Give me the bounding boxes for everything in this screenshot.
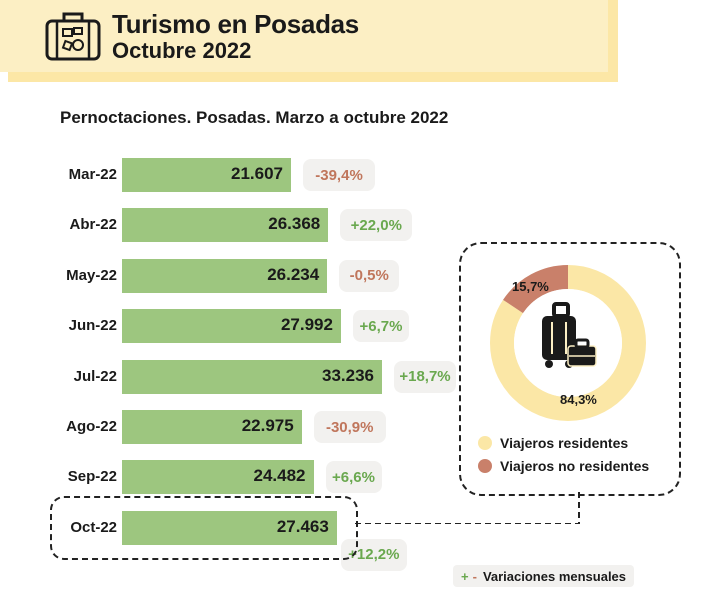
legend-label-no-residentes: Viajeros no residentes <box>500 458 650 474</box>
variations-footnote: + - Variaciones mensuales <box>453 565 635 587</box>
bar-value-label: 21.607 <box>231 164 284 183</box>
footnote-label: Variaciones mensuales <box>482 568 627 584</box>
plus-sign: + <box>461 568 469 584</box>
variation-badge: +6,6% <box>325 461 382 494</box>
bar <box>122 510 337 545</box>
bar <box>122 258 328 293</box>
category-label: Mar-22 <box>68 166 117 183</box>
category-label: Abr-22 <box>69 216 117 234</box>
bar-value-label: 33.236 <box>322 365 374 385</box>
page-title: Turismo en Posadas <box>112 9 359 39</box>
header-banner: Turismo en Posadas Octubre 2022 <box>0 0 608 72</box>
bar-value-label: 24.482 <box>253 466 306 486</box>
category-label: Sep-22 <box>67 468 117 486</box>
bar-value-label: 22.975 <box>241 416 294 435</box>
chart-title: Pernoctaciones. Posadas. Marzo a octubre… <box>60 108 449 127</box>
variation-badge: +18,7% <box>394 360 456 393</box>
legend-item-residentes: Viajeros residentes <box>478 435 628 451</box>
bar-value-label: 26.234 <box>267 264 320 284</box>
donut-slice-no-residentes <box>490 265 646 421</box>
bar <box>122 309 341 344</box>
donut-chart-panel <box>459 242 681 496</box>
category-label: May-22 <box>66 266 117 284</box>
bar <box>122 158 292 192</box>
suitcase-icon <box>45 12 101 61</box>
bar-value-label: 26.368 <box>268 214 321 234</box>
category-label: Oct-22 <box>70 518 117 536</box>
bar-value-label: 27.992 <box>280 315 333 335</box>
bar <box>122 460 314 495</box>
bar <box>122 359 382 394</box>
legend-swatch-residentes <box>478 436 492 450</box>
legend-label-residentes: Viajeros residentes <box>500 435 629 451</box>
luggage-icon <box>542 302 597 368</box>
category-label: Jul-22 <box>73 367 117 385</box>
minus-sign: - <box>472 568 477 584</box>
variation-badge: -0,5% <box>339 259 400 292</box>
bar <box>122 410 302 444</box>
donut-label-residentes: 84,3% <box>560 392 597 407</box>
bar-value-label: 27.463 <box>276 516 329 536</box>
category-label: Ago-22 <box>66 418 117 435</box>
variation-badge: -39,4% <box>303 159 376 191</box>
variation-badge: +22,0% <box>340 209 413 242</box>
variation-badge: -30,9% <box>313 411 386 443</box>
october-highlight-box <box>50 496 358 560</box>
legend-swatch-no-residentes <box>478 459 492 473</box>
page-subtitle: Octubre 2022 <box>112 38 252 63</box>
bar <box>122 208 329 243</box>
donut-label-no-residentes: 15,7% <box>512 279 549 294</box>
variation-badge: +6,7% <box>352 310 409 343</box>
category-label: Jun-22 <box>68 317 117 335</box>
legend-item-no-residentes: Viajeros no residentes <box>478 458 649 474</box>
